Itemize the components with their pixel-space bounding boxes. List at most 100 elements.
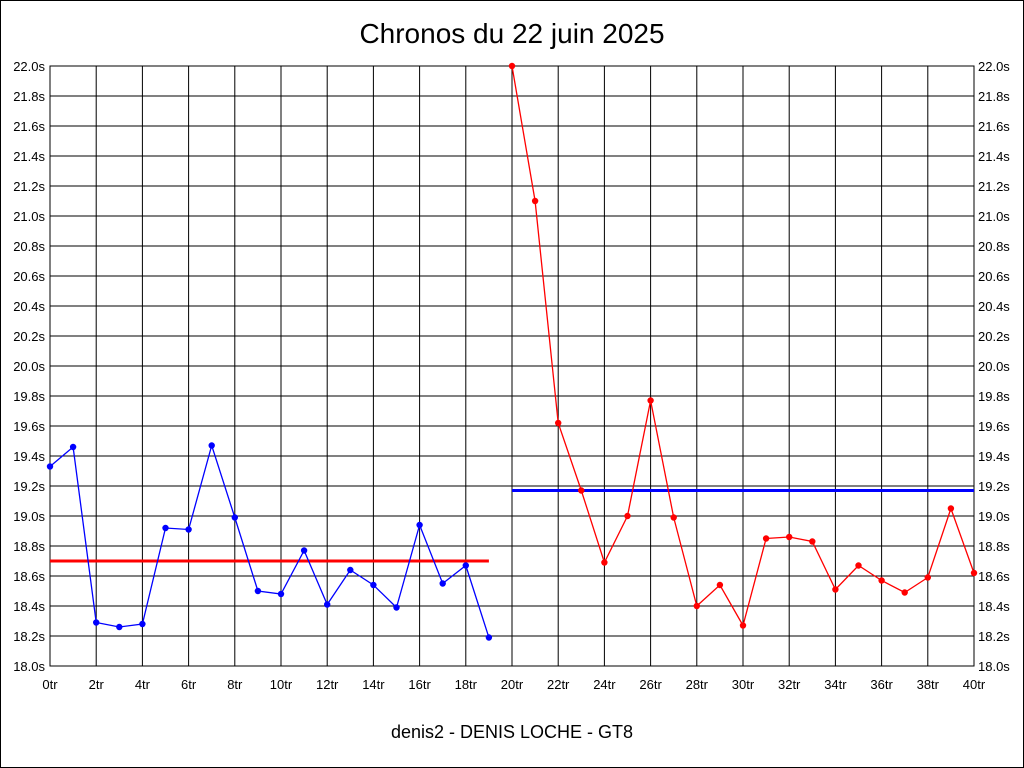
y-tick-label-left: 18.8s [13,539,45,554]
x-tick-label: 34tr [824,677,847,692]
data-point [324,601,331,608]
y-tick-label-left: 18.6s [13,569,45,584]
y-tick-label-right: 18.0s [978,659,1010,674]
x-tick-label: 26tr [639,677,662,692]
data-point [116,623,123,631]
y-tick-label-right: 21.0s [978,209,1010,224]
data-point [855,562,862,569]
x-tick-label: 18tr [455,677,478,692]
y-tick-label-left: 20.6s [13,269,45,284]
data-point [601,559,608,566]
y-tick-label-left: 20.0s [13,359,45,374]
data-point [716,581,724,589]
data-point [624,512,631,520]
data-point [347,566,354,574]
y-tick-label-right: 20.4s [978,299,1010,314]
y-tick-label-left: 18.2s [13,629,45,644]
x-tick-label: 12tr [316,677,339,692]
y-tick-label-right: 20.2s [978,329,1010,344]
data-point [300,547,308,554]
data-point [162,524,169,532]
y-tick-label-left: 20.4s [13,299,45,314]
y-tick-label-right: 18.8s [978,539,1010,554]
x-tick-label: 40tr [963,677,986,692]
y-tick-label-right: 19.2s [978,479,1010,494]
data-point [832,586,839,593]
x-tick-label: 30tr [732,677,755,692]
data-point [947,505,955,512]
data-point [439,580,446,587]
data-point [970,569,978,577]
y-tick-label-right: 18.2s [978,629,1010,644]
y-tick-label-right: 21.4s [978,149,1010,164]
x-tick-label: 22tr [547,677,570,692]
data-point [762,535,770,542]
data-point [370,581,377,589]
y-tick-label-right: 20.6s [978,269,1010,284]
x-tick-label: 2tr [89,677,105,692]
x-tick-label: 28tr [686,677,709,692]
data-point [485,634,493,641]
y-tick-label-right: 20.8s [978,239,1010,254]
data-point [393,604,400,611]
y-tick-label-left: 18.0s [13,659,45,674]
y-tick-label-right: 19.8s [978,389,1010,404]
y-tick-label-right: 19.6s [978,419,1010,434]
data-point [416,521,423,529]
y-tick-label-left: 21.2s [13,179,45,194]
y-tick-label-left: 19.0s [13,509,45,524]
y-tick-label-right: 18.6s [978,569,1010,584]
x-tick-label: 16tr [408,677,431,692]
x-tick-label: 8tr [227,677,243,692]
y-tick-label-right: 19.0s [978,509,1010,524]
series-line [49,443,490,638]
x-tick-label: 10tr [270,677,293,692]
y-tick-label-left: 21.0s [13,209,45,224]
x-tick-label: 4tr [135,677,151,692]
data-point [69,443,77,451]
chart-title: Chronos du 22 juin 2025 [359,18,665,49]
data-point [46,463,54,470]
y-tick-label-left: 19.2s [13,479,45,494]
data-point [555,419,562,427]
x-tick-label: 6tr [181,677,197,692]
y-tick-label-left: 21.6s [13,119,45,134]
data-point [254,587,262,595]
y-tick-label-left: 19.4s [13,449,45,464]
y-tick-label-left: 19.8s [13,389,45,404]
data-point [462,562,469,569]
data-point [670,514,677,521]
data-point [208,442,215,449]
data-point [185,526,192,533]
y-tick-label-right: 21.2s [978,179,1010,194]
data-point [739,622,747,629]
y-tick-label-right: 21.6s [978,119,1010,134]
data-point [647,397,654,404]
x-tick-label: 38tr [917,677,940,692]
y-tick-label-left: 20.2s [13,329,45,344]
x-tick-label: 14tr [362,677,385,692]
data-point [277,590,285,598]
data-point [901,589,908,596]
x-tick-label: 36tr [870,677,893,692]
data-point [924,574,931,581]
x-tick-label: 32tr [778,677,801,692]
y-tick-label-left: 21.8s [13,89,45,104]
data-point [93,619,100,626]
data-point [786,533,793,541]
y-tick-label-right: 21.8s [978,89,1010,104]
y-tick-label-left: 21.4s [13,149,45,164]
x-tick-label: 24tr [593,677,616,692]
y-tick-label-right: 19.4s [978,449,1010,464]
data-point [508,62,516,70]
y-tick-label-left: 20.8s [13,239,45,254]
y-tick-label-right: 22.0s [978,59,1010,74]
data-point [578,487,585,494]
data-point [231,514,238,521]
x-tick-label: 0tr [42,677,58,692]
y-tick-label-right: 18.4s [978,599,1010,614]
y-tick-label-left: 19.6s [13,419,45,434]
data-point [809,538,816,545]
data-point [693,602,700,610]
